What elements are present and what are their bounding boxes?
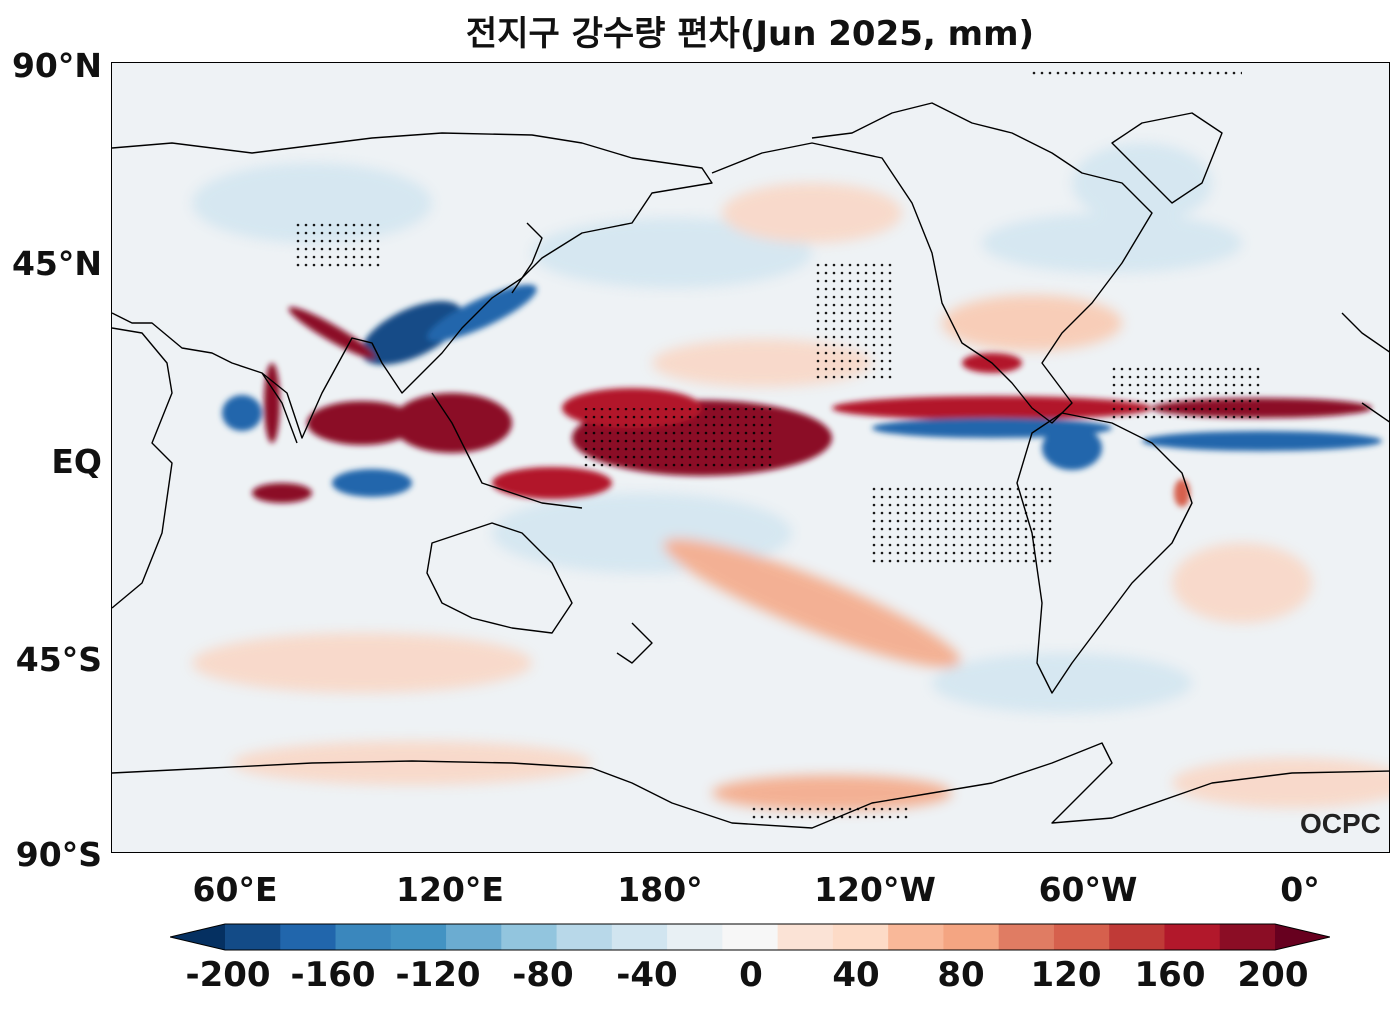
colorbar-label: -120 (395, 955, 481, 995)
colorbar-label: 0 (739, 955, 763, 995)
colorbar-segment (1109, 924, 1165, 950)
colorbar-segment (832, 924, 889, 950)
map-title: 전지구 강수량 편차(Jun 2025, mm) (465, 14, 1035, 54)
colorbar-segment (280, 924, 337, 950)
colorbar-extend-max (1275, 924, 1330, 950)
colorbar-segment (1053, 924, 1110, 950)
lat-label-90n: 90°N (11, 46, 102, 85)
colorbar-segment (335, 924, 392, 950)
weak-anomaly-field (192, 143, 1389, 811)
coastlines (112, 102, 1389, 829)
colorbar-label: 200 (1237, 955, 1309, 995)
colorbar-segment (225, 924, 281, 950)
lat-label-90s: 90°S (15, 835, 102, 874)
colorbar-segment (667, 924, 723, 950)
colorbar-label: -160 (290, 955, 376, 995)
colorbar-segment (1219, 924, 1276, 950)
colorbar-extend-min (170, 924, 225, 950)
lat-label-eq: EQ (51, 442, 102, 481)
colorbar-label: 120 (1030, 955, 1102, 995)
significance-stippling (292, 68, 1262, 823)
colorbar-segment (722, 924, 779, 950)
colorbar-segment (446, 924, 502, 950)
lon-label-120e: 120°E (396, 870, 504, 909)
lon-label-0: 0° (1280, 870, 1320, 909)
colorbar (170, 923, 1330, 951)
colorbar-segment (777, 924, 834, 950)
lat-label-45s: 45°S (15, 640, 102, 679)
colorbar-segment (998, 924, 1055, 950)
lon-label-60w: 60°W (1038, 870, 1138, 909)
colorbar-label: -80 (512, 955, 574, 995)
colorbar-label: 80 (937, 955, 985, 995)
colorbar-label: -200 (185, 955, 271, 995)
colorbar-label: 40 (832, 955, 880, 995)
lon-label-60e: 60°E (192, 870, 278, 909)
colorbar-outline (170, 923, 1330, 951)
colorbar-segment (1164, 924, 1221, 950)
precipitation-anomaly-map (111, 62, 1390, 853)
colorbar-label: -40 (616, 955, 678, 995)
colorbar-segment (943, 924, 1000, 950)
ocpc-watermark: OCPC (1300, 808, 1381, 839)
colorbar-segment (888, 924, 944, 950)
lon-label-180: 180° (617, 870, 703, 909)
colorbar-label: 160 (1134, 955, 1206, 995)
colorbar-segment (501, 924, 558, 950)
colorbar-segment (611, 924, 668, 950)
colorbar-segment (556, 924, 613, 950)
lon-label-120w: 120°W (814, 870, 936, 909)
lat-label-45n: 45°N (11, 244, 102, 283)
colorbar-segment (390, 924, 447, 950)
